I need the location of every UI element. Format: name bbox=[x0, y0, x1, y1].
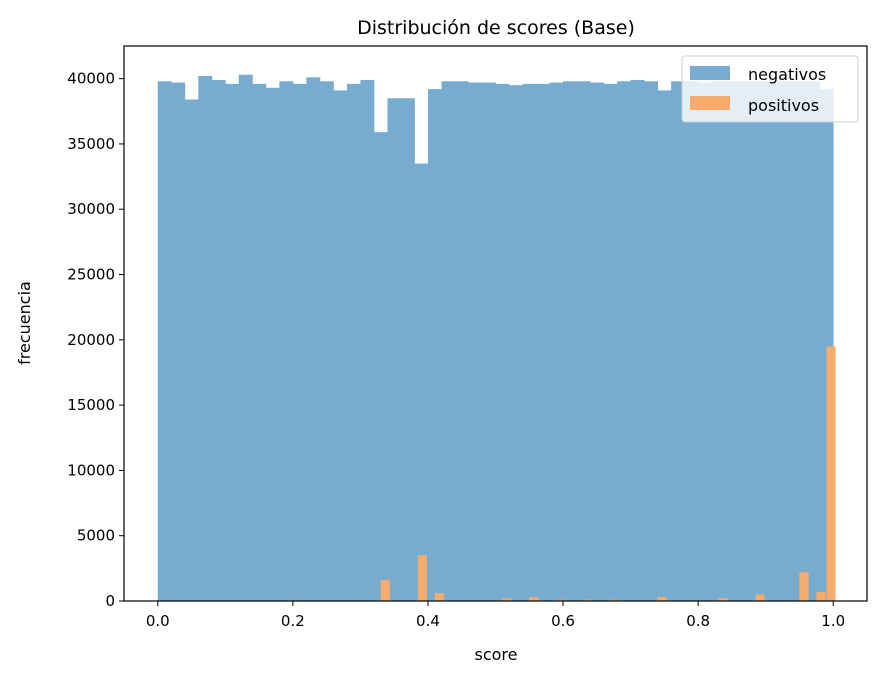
bar-negativos bbox=[427, 89, 442, 601]
bar-negativos bbox=[536, 83, 550, 601]
y-tick-label: 40000 bbox=[67, 70, 115, 88]
plot-area bbox=[123, 45, 868, 602]
bar-negativos bbox=[711, 81, 726, 601]
bar-negativos bbox=[454, 81, 469, 601]
bar-negativos bbox=[792, 81, 807, 601]
bar-positivos bbox=[816, 591, 826, 601]
bar-positivos bbox=[610, 599, 620, 601]
x-tick-label: 0.8 bbox=[686, 612, 710, 630]
bar-negativos bbox=[360, 79, 375, 601]
bar-negativos bbox=[387, 98, 402, 601]
positivos-bars bbox=[380, 346, 836, 601]
bar-negativos bbox=[400, 98, 415, 601]
bar-negativos bbox=[576, 81, 591, 601]
y-tick-label: 15000 bbox=[67, 396, 115, 414]
plot-frame bbox=[123, 45, 868, 602]
x-tick-label: 0.4 bbox=[416, 612, 440, 630]
bar-negativos bbox=[441, 81, 456, 601]
x-tick-label: 0.0 bbox=[146, 612, 170, 630]
y-axis-ticks: 0 5000 10000 15000 20000 25000 30000 35000 40000 bbox=[67, 70, 124, 610]
bar-negativos bbox=[346, 83, 361, 601]
bar-negativos bbox=[211, 79, 226, 601]
bar-negativos bbox=[603, 83, 618, 601]
bar-negativos bbox=[198, 76, 213, 602]
bar-positivos bbox=[826, 346, 836, 601]
legend-label-negativos: negativos bbox=[748, 65, 826, 84]
y-tick-label: 20000 bbox=[67, 331, 115, 349]
bar-negativos bbox=[671, 81, 686, 601]
bar-negativos bbox=[549, 82, 564, 602]
y-tick-label: 0 bbox=[105, 592, 115, 610]
y-tick-label: 10000 bbox=[67, 461, 115, 479]
bar-negativos bbox=[779, 81, 794, 601]
bar-positivos bbox=[657, 597, 667, 601]
bar-negativos bbox=[238, 74, 253, 601]
bar-negativos bbox=[157, 81, 172, 601]
bar-negativos bbox=[698, 82, 713, 602]
bar-positivos bbox=[417, 555, 427, 601]
y-tick-label: 35000 bbox=[67, 135, 115, 153]
x-tick-label: 0.6 bbox=[551, 612, 575, 630]
bar-negativos bbox=[725, 81, 740, 601]
y-tick-label: 25000 bbox=[67, 266, 115, 284]
bar-negativos bbox=[265, 87, 280, 602]
x-tick-label: 1.0 bbox=[821, 612, 845, 630]
bar-negativos bbox=[657, 90, 672, 602]
bar-negativos bbox=[306, 77, 321, 601]
bar-negativos bbox=[319, 81, 334, 601]
y-tick-label: 30000 bbox=[67, 200, 115, 218]
bar-positivos bbox=[799, 572, 809, 601]
bar-negativos bbox=[373, 132, 388, 601]
legend-swatch-negativos bbox=[690, 66, 730, 80]
bar-negativos bbox=[684, 81, 699, 601]
bar-positivos bbox=[529, 597, 539, 601]
bar-negativos bbox=[644, 81, 659, 601]
bar-positivos bbox=[718, 598, 728, 601]
bar-negativos bbox=[630, 79, 645, 601]
bar-negativos bbox=[522, 83, 537, 601]
chart-title: Distribución de scores (Base) bbox=[357, 17, 635, 39]
legend-swatch-positivos bbox=[690, 96, 730, 110]
bar-positivos bbox=[583, 599, 593, 601]
bar-negativos bbox=[279, 81, 294, 601]
bar-positivos bbox=[755, 594, 765, 601]
bar-negativos bbox=[765, 81, 780, 601]
bar-positivos bbox=[380, 580, 390, 601]
bar-negativos bbox=[225, 83, 240, 601]
bar-negativos bbox=[468, 82, 483, 602]
legend: negativos positivos bbox=[681, 55, 859, 123]
bar-negativos bbox=[414, 163, 429, 601]
bar-negativos bbox=[495, 83, 510, 601]
bar-negativos bbox=[806, 81, 821, 601]
bar-positivos bbox=[502, 598, 512, 601]
x-axis-ticks: 0.0 0.2 0.4 0.6 0.8 1.0 bbox=[146, 601, 845, 630]
bar-negativos bbox=[184, 99, 199, 602]
x-axis-label: score bbox=[475, 645, 518, 664]
y-tick-label: 5000 bbox=[77, 527, 115, 545]
bar-negativos bbox=[292, 83, 307, 601]
x-tick-label: 0.2 bbox=[281, 612, 305, 630]
bar-negativos bbox=[617, 81, 631, 601]
negativos-bars bbox=[157, 74, 834, 602]
bar-negativos bbox=[509, 85, 523, 602]
legend-label-positivos: positivos bbox=[748, 96, 819, 115]
bar-negativos bbox=[563, 81, 577, 601]
bar-negativos bbox=[738, 81, 753, 601]
bar-negativos bbox=[590, 82, 604, 602]
bar-negativos bbox=[171, 82, 186, 602]
bar-negativos bbox=[333, 90, 348, 602]
y-axis-label: frecuencia bbox=[15, 281, 34, 365]
bar-positivos bbox=[434, 593, 444, 601]
bar-negativos bbox=[752, 81, 767, 601]
bar-negativos bbox=[481, 82, 496, 602]
bar-positivos bbox=[556, 599, 566, 601]
bar-negativos bbox=[252, 83, 267, 601]
